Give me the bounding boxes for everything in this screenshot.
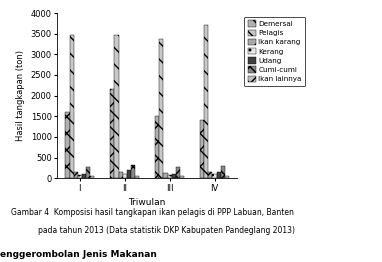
Bar	[131, 165, 135, 178]
Bar	[115, 35, 118, 178]
Bar	[155, 116, 159, 178]
Bar	[200, 119, 204, 178]
Bar	[126, 170, 131, 178]
Bar	[225, 176, 229, 178]
Bar	[90, 176, 94, 178]
X-axis label: Triwulan: Triwulan	[128, 198, 166, 207]
Bar	[159, 39, 163, 178]
Bar	[180, 176, 184, 178]
Bar	[220, 166, 225, 178]
Bar	[78, 175, 82, 178]
Text: Gambar 4  Komposisi hasil tangkapan ikan pelagis di PPP Labuan, Banten: Gambar 4 Komposisi hasil tangkapan ikan …	[11, 208, 295, 217]
Bar	[65, 112, 70, 178]
Legend: Demersal, Pelagis, Ikan karang, Kerang, Udang, Cumi-cumi, Ikan lainnya: Demersal, Pelagis, Ikan karang, Kerang, …	[244, 17, 306, 86]
Bar	[217, 172, 220, 178]
Bar	[212, 174, 217, 178]
Bar	[74, 172, 78, 178]
Bar	[110, 89, 115, 178]
Bar	[70, 35, 74, 178]
Bar	[163, 173, 168, 178]
Text: pada tahun 2013 (Data statistik DKP Kabupaten Pandeglang 2013): pada tahun 2013 (Data statistik DKP Kabu…	[38, 226, 295, 235]
Bar	[135, 176, 139, 178]
Bar	[176, 167, 180, 178]
Bar	[82, 174, 86, 178]
Bar	[172, 174, 176, 178]
Bar	[168, 175, 172, 178]
Bar	[86, 167, 90, 178]
Bar	[204, 25, 209, 178]
Bar	[118, 172, 123, 178]
Bar	[123, 174, 126, 178]
Y-axis label: Hasil tangkapan (ton): Hasil tangkapan (ton)	[16, 50, 25, 141]
Text: enggerombolan Jenis Makanan: enggerombolan Jenis Makanan	[0, 250, 157, 259]
Bar	[209, 172, 212, 178]
